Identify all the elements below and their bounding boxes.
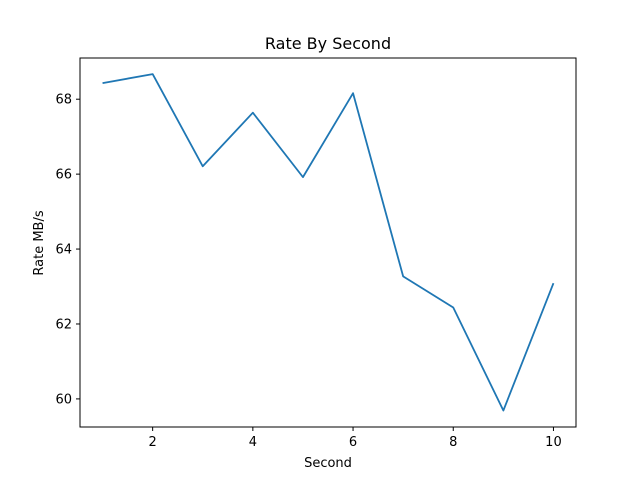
y-tick-label: 66	[55, 168, 72, 183]
y-axis-label: Rate MB/s	[32, 210, 47, 275]
y-tick-label: 64	[55, 243, 72, 258]
axes-frame	[79, 57, 577, 428]
series-line-0	[102, 73, 555, 412]
x-tick-label: 4	[249, 435, 257, 450]
x-tick-label: 8	[449, 435, 457, 450]
y-tick-label: 62	[55, 317, 72, 332]
y-tick-label: 60	[55, 392, 72, 407]
x-axis: 2 4 6 8 10	[149, 427, 562, 450]
x-tick-label: 10	[545, 435, 562, 450]
y-tick-label: 68	[55, 93, 72, 108]
y-axis: 60 62 64 66 68	[55, 93, 80, 407]
x-tick-label: 6	[349, 435, 357, 450]
plot-area	[102, 73, 555, 412]
x-tick-label: 2	[149, 435, 157, 450]
x-axis-label: Second	[304, 456, 352, 471]
chart-title: Rate By Second	[265, 34, 391, 53]
